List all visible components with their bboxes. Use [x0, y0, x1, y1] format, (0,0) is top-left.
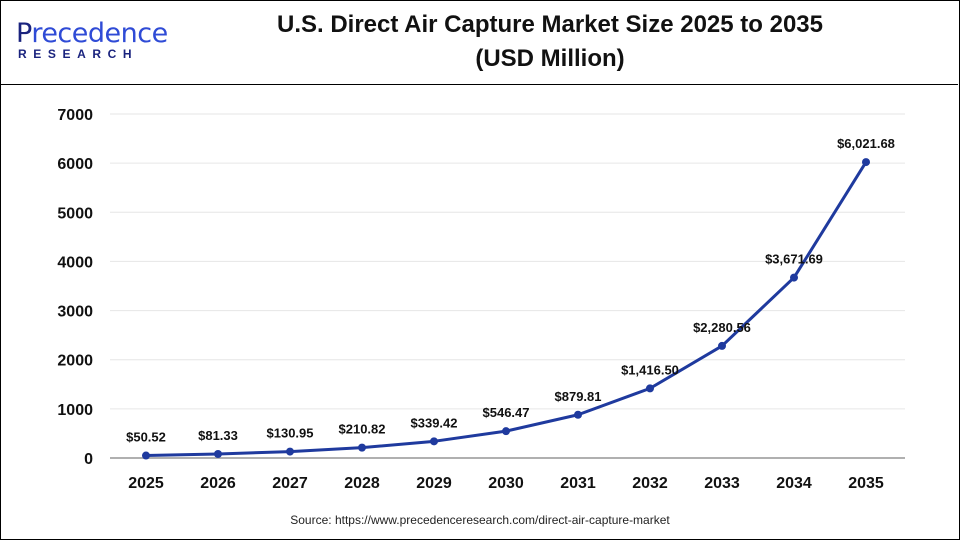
x-tick-label: 2032 — [632, 475, 668, 492]
data-point — [358, 443, 366, 452]
data-label: $2,280.56 — [693, 320, 751, 335]
data-point — [862, 158, 870, 167]
header: Precedence RESEARCH U.S. Direct Air Capt… — [0, 0, 958, 85]
data-label: $546.47 — [483, 405, 530, 420]
data-label: $50.52 — [126, 430, 166, 445]
data-label: $1,416.50 — [621, 362, 679, 377]
data-point — [790, 273, 798, 282]
source-note: Source: https://www.precedenceresearch.c… — [290, 513, 670, 527]
y-tick-label: 1000 — [57, 402, 93, 419]
data-label: $879.81 — [555, 389, 602, 404]
data-label: $81.33 — [198, 428, 238, 443]
chart-subtitle: (USD Million) — [475, 45, 625, 72]
y-tick-label: 3000 — [57, 304, 93, 321]
x-tick-label: 2033 — [704, 475, 740, 492]
data-point — [214, 450, 222, 459]
y-tick-label: 5000 — [57, 205, 93, 222]
data-point — [142, 451, 150, 460]
y-tick-label: 6000 — [57, 156, 93, 173]
data-point — [430, 437, 438, 446]
y-tick-label: 2000 — [57, 353, 93, 370]
data-label: $130.95 — [267, 426, 314, 441]
x-tick-label: 2026 — [200, 475, 236, 492]
x-tick-label: 2029 — [416, 475, 452, 492]
data-label: $339.42 — [411, 415, 458, 430]
x-tick-label: 2027 — [272, 475, 308, 492]
x-tick-label: 2028 — [344, 475, 380, 492]
x-tick-label: 2035 — [848, 475, 884, 492]
data-point — [646, 384, 654, 393]
data-point — [286, 447, 294, 456]
x-tick-label: 2031 — [560, 475, 596, 492]
y-tick-label: 7000 — [57, 107, 93, 124]
precedence-research-logo: Precedence RESEARCH — [16, 18, 168, 61]
data-label: $6,021.68 — [837, 136, 895, 151]
x-tick-label: 2025 — [128, 475, 164, 492]
data-point — [718, 341, 726, 350]
x-tick-label: 2030 — [488, 475, 524, 492]
chart-title: U.S. Direct Air Capture Market Size 2025… — [230, 8, 870, 76]
x-tick-label: 2034 — [776, 475, 812, 492]
data-label: $3,671.69 — [765, 252, 823, 267]
data-point — [574, 410, 582, 419]
data-point — [502, 427, 510, 436]
y-tick-label: 0 — [84, 451, 93, 468]
data-label: $210.82 — [339, 422, 386, 437]
y-tick-label: 4000 — [57, 254, 93, 271]
